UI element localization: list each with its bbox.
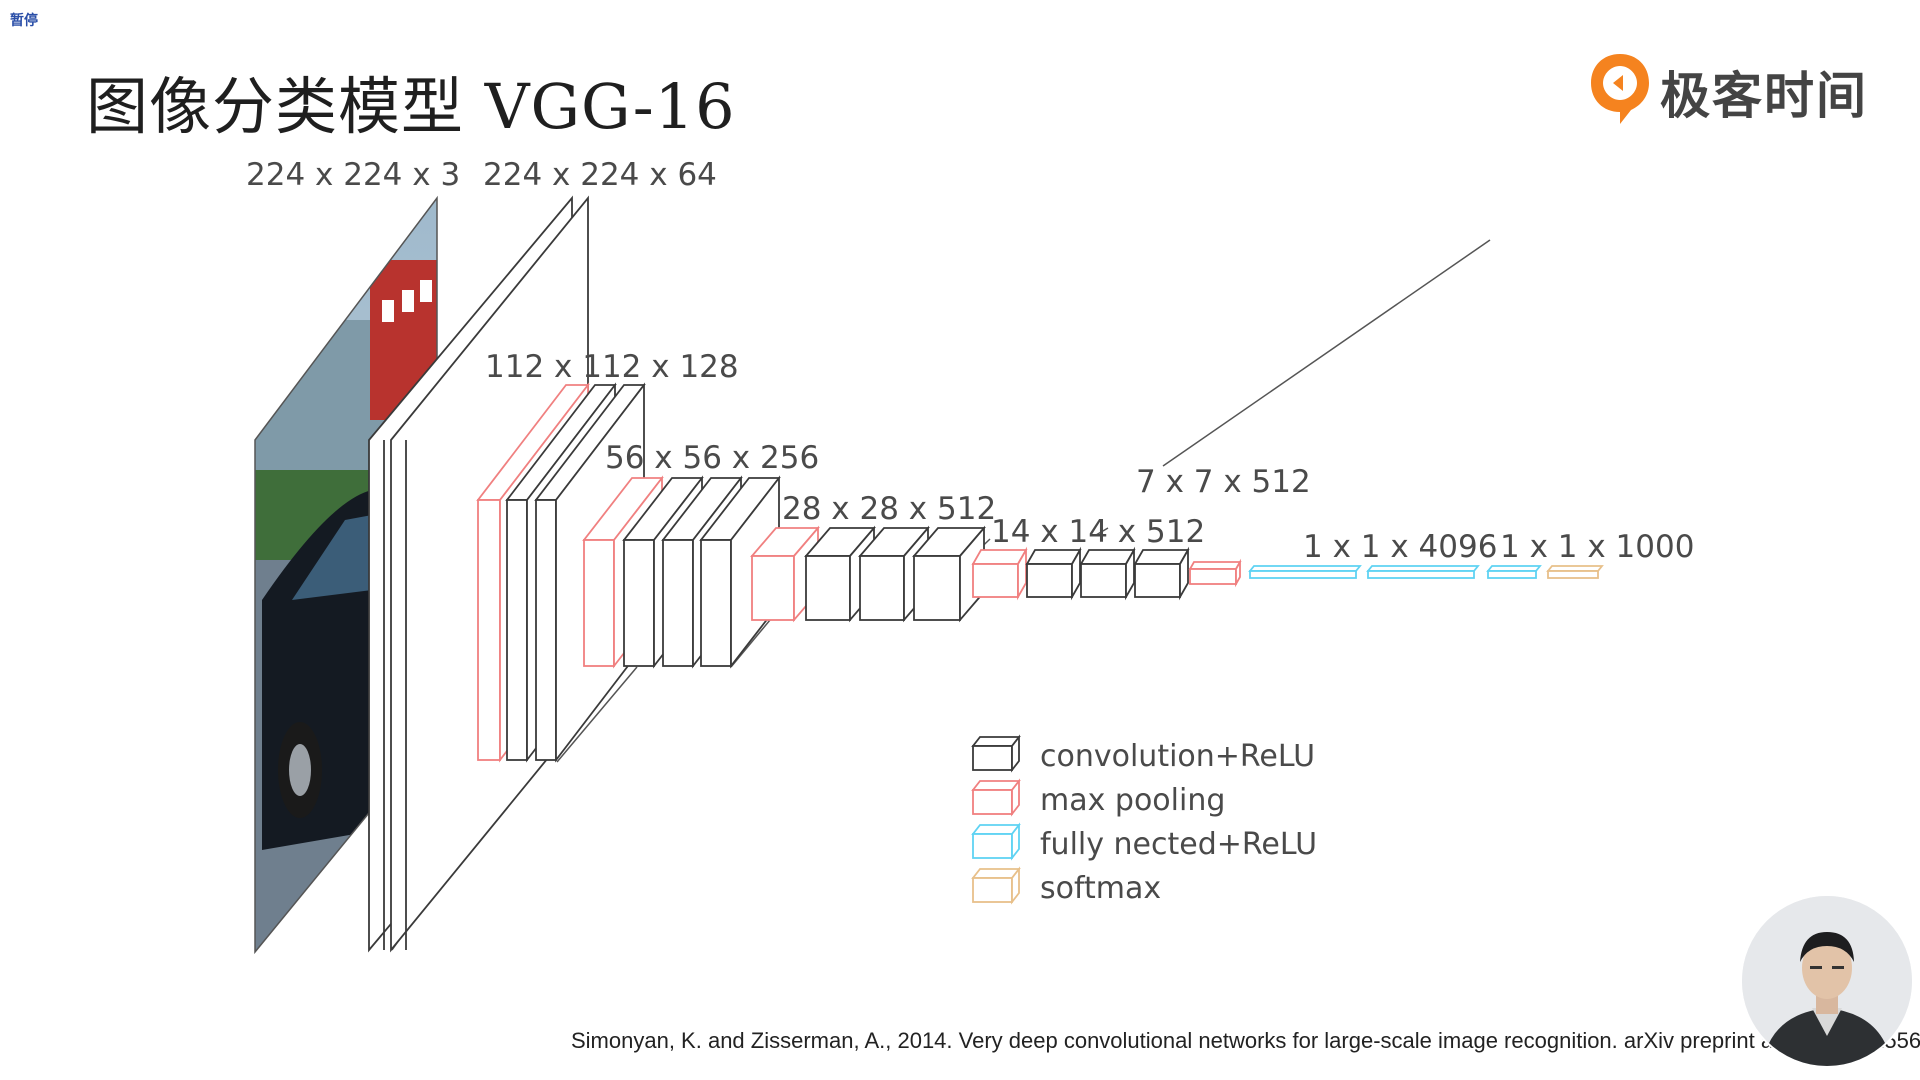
legend-label-conv: convolution+ReLU [1040,739,1315,774]
pool4-block [971,549,1028,565]
legend-item-conv: convolution+ReLU [971,734,1315,774]
presenter-video [1742,896,1912,1066]
legend-label-softmax: softmax [1040,871,1161,906]
label-fc-dims: 1 x 1 x 4096 [1303,529,1497,565]
legend-item-softmax: softmax [971,866,1161,906]
pool5-block [1188,561,1242,570]
legend-label-pool: max pooling [1040,783,1225,818]
presenter-video-icon [1742,896,1912,1066]
cube-conv-icon [971,734,1021,773]
pause-badge[interactable]: 暂停 [10,13,38,29]
legend: convolution+ReLU max pooling fully necte… [971,734,1317,906]
conv5-block-3 [1133,549,1190,565]
cube-fc-icon [971,822,1021,861]
label-conv1-dims: 224 x 224 x 64 [483,157,717,193]
label-conv2-dims: 112 x 112 x 128 [485,349,739,385]
label-pool5-dims: 7 x 7 x 512 [1136,464,1311,500]
legend-item-pool: max pooling [971,778,1225,818]
cube-softmax-icon [971,866,1021,905]
label-softmax-dims: 1 x 1 x 1000 [1500,529,1694,565]
slide-title: 图像分类模型 VGG-16 [86,70,736,143]
brand-logo: 极客时间 [1585,48,1885,128]
label-conv5-dims: 14 x 14 x 512 [991,514,1205,550]
legend-item-fc: fully nected+ReLU [971,822,1317,862]
label-conv4-dims: 28 x 28 x 512 [782,491,996,527]
label-input-dims: 224 x 224 x 3 [246,157,460,193]
geektime-logo-icon [1591,54,1649,124]
brand-name: 极客时间 [1660,67,1868,125]
cube-pool-icon [971,778,1021,817]
legend-label-fc: fully nected+ReLU [1040,827,1317,862]
conv5-block-2 [1079,549,1136,565]
label-conv3-dims: 56 x 56 x 256 [605,440,819,476]
conv5-block-1 [1025,549,1082,565]
citation: Simonyan, K. and Zisserman, A., 2014. Ve… [571,1028,1920,1053]
